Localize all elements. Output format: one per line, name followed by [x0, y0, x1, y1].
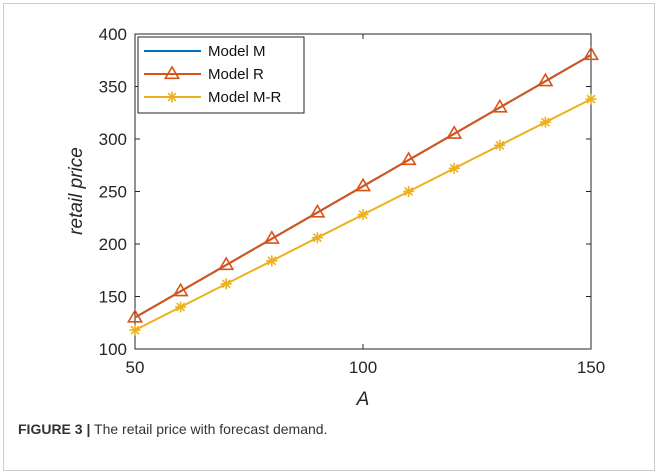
data-point-model-r	[126, 308, 144, 323]
data-point-model-m-r	[357, 209, 369, 221]
figure-label: FIGURE 3 |	[18, 421, 91, 437]
data-point-model-m-r	[311, 232, 323, 244]
data-point-model-m-r	[403, 186, 415, 197]
data-point-model-m-r	[539, 116, 551, 128]
y-tick-label: 400	[99, 25, 127, 44]
data-point-model-m-r	[175, 301, 187, 313]
data-point-model-r	[172, 282, 189, 297]
x-axis-label: A	[356, 389, 370, 410]
x-tick-label: 50	[126, 358, 145, 377]
legend-label-model-r: Model R	[208, 66, 264, 83]
y-axis-label: retail price	[66, 147, 87, 235]
legend-marker-model-r	[163, 65, 181, 80]
data-point-model-r	[309, 203, 326, 218]
data-point-model-m-r	[129, 324, 141, 336]
figure-caption-text: The retail price with forecast demand.	[90, 421, 328, 437]
data-point-model-m-r	[494, 139, 506, 151]
x-tick-label: 150	[577, 358, 605, 377]
data-point-model-m-r	[266, 255, 278, 267]
data-point-model-r	[263, 230, 280, 244]
legend-marker-model-m-r	[166, 91, 178, 103]
data-point-model-m-r	[585, 93, 597, 105]
data-point-model-r	[537, 72, 554, 87]
data-point-model-m-r	[220, 278, 232, 290]
y-tick-label: 350	[99, 78, 127, 97]
y-tick-label: 250	[99, 183, 127, 202]
data-point-model-r	[354, 177, 372, 192]
y-tick-label: 200	[99, 235, 127, 254]
legend-label-model-m-r: Model M-R	[208, 89, 282, 106]
legend: Model M Model R Model M-R	[137, 36, 305, 114]
y-tick-label: 150	[99, 288, 127, 307]
figure-caption: FIGURE 3 | The retail price with forecas…	[18, 421, 327, 437]
data-point-model-m-r	[448, 162, 460, 174]
data-point-model-r	[582, 46, 600, 61]
series-line-model-r	[134, 54, 592, 319]
y-tick-label: 300	[99, 130, 127, 149]
legend-label-model-m: Model M	[208, 43, 266, 60]
data-point-model-r	[491, 98, 508, 113]
data-point-model-r	[400, 151, 417, 166]
x-tick-label: 100	[349, 358, 377, 377]
data-point-model-r	[446, 125, 463, 139]
data-point-model-r	[218, 256, 235, 271]
series-markers	[126, 46, 600, 336]
y-tick-label: 100	[99, 340, 127, 359]
